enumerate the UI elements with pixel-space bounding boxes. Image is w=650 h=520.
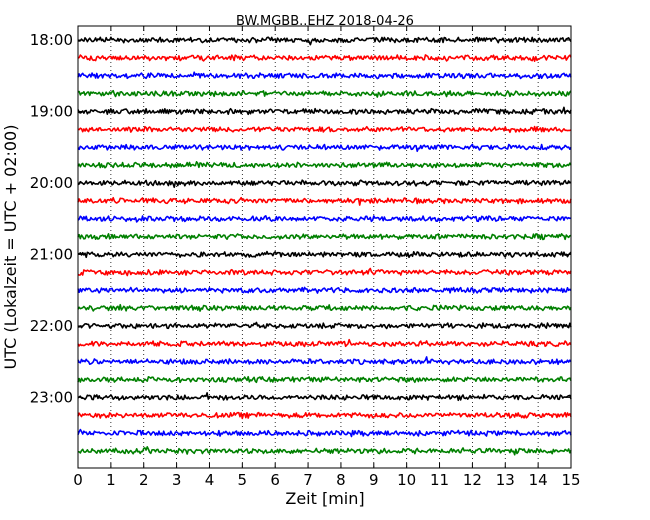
trace-line (77, 250, 572, 259)
x-tick-label: 13 (496, 471, 515, 489)
seismogram-traces (77, 36, 572, 456)
trace-line (77, 54, 572, 62)
trace-line (77, 161, 572, 169)
trace-line (77, 356, 572, 366)
trace-line (77, 303, 572, 312)
trace-line (77, 446, 572, 456)
x-tick-label: 9 (369, 471, 379, 489)
trace-line (77, 36, 572, 46)
trace-line (77, 179, 572, 189)
x-tick-label: 1 (106, 471, 116, 489)
trace-line (77, 286, 572, 294)
x-tick-label: 8 (336, 471, 346, 489)
x-tick-label: 5 (238, 471, 248, 489)
x-tick-label: 2 (139, 471, 149, 489)
y-axis-label: UTC (Lokalzeit = UTC + 02:00) (1, 125, 20, 370)
x-tick-label: 3 (172, 471, 182, 489)
grid-lines (110, 26, 539, 468)
y-tick-label: 18:00 (30, 31, 73, 49)
trace-line (77, 71, 572, 80)
x-tick-label: 4 (205, 471, 215, 489)
y-tick-label: 23:00 (30, 388, 73, 406)
trace-line (77, 125, 572, 134)
trace-line (77, 428, 572, 438)
trace-line (77, 338, 572, 348)
trace-line (77, 321, 572, 330)
trace-line (77, 196, 572, 206)
y-tick-label: 20:00 (30, 174, 73, 192)
plot-frame (77, 25, 572, 469)
trace-line (77, 411, 572, 420)
axis-ticks: 0 1 2 3 4 5 6 7 8 9 10 11 12 13 14 1518:0019:0020:0021:… (30, 26, 581, 489)
x-tick-label: 0 (73, 471, 83, 489)
trace-line (77, 215, 572, 223)
x-tick-label: 14 (529, 471, 548, 489)
x-axis-label: Zeit [min] (285, 489, 364, 508)
trace-line (77, 233, 572, 241)
trace-line (77, 375, 572, 384)
x-tick-label: 15 (561, 471, 580, 489)
chart-title: BW.MGBB..EHZ 2018-04-26 (236, 14, 414, 29)
x-tick-label: 10 (397, 471, 416, 489)
x-tick-label: 6 (270, 471, 280, 489)
trace-line (77, 143, 572, 153)
x-tick-label: 11 (430, 471, 449, 489)
y-tick-label: 21:00 (30, 245, 73, 263)
y-tick-label: 22:00 (30, 317, 73, 335)
x-tick-label: 12 (463, 471, 482, 489)
trace-line (77, 392, 572, 402)
y-tick-label: 19:00 (30, 102, 73, 120)
trace-line (77, 267, 572, 277)
x-tick-label: 7 (303, 471, 313, 489)
trace-line (77, 106, 572, 116)
trace-line (77, 89, 572, 98)
